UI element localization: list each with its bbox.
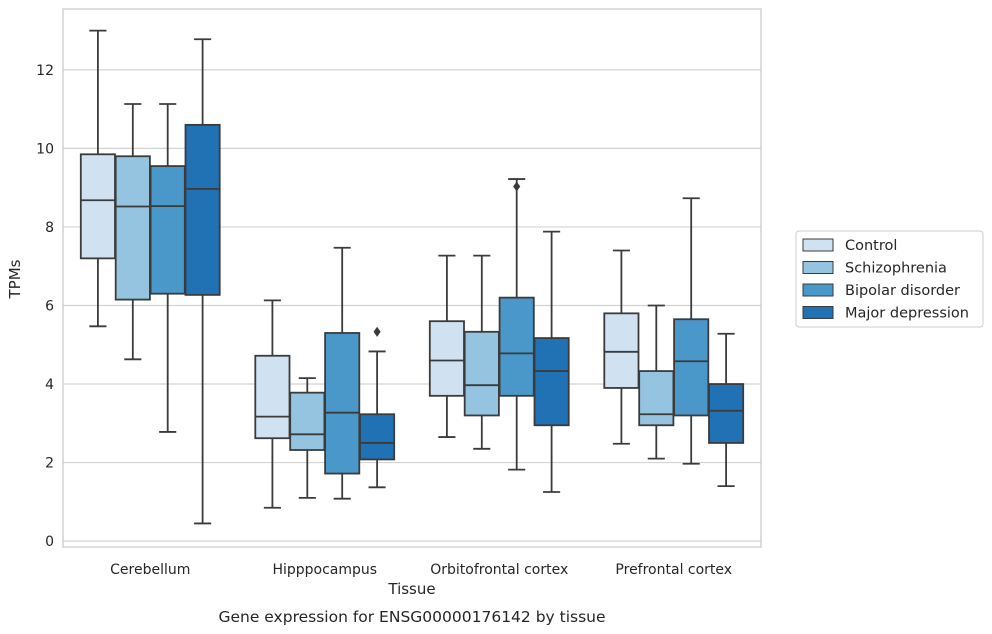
box-group — [603, 249, 640, 445]
outlier-point — [373, 326, 381, 337]
legend-swatch — [802, 283, 834, 297]
y-tick-label: 6 — [45, 298, 54, 314]
box-group — [359, 326, 396, 489]
x-tick-label: Prefrontal cortex — [615, 562, 732, 578]
x-tick-label: Cerebellum — [110, 562, 190, 578]
y-axis-label: TPMs — [6, 259, 24, 299]
box-group — [428, 254, 465, 438]
box-group — [184, 38, 221, 525]
iqr-box — [79, 153, 116, 260]
iqr-box — [638, 370, 675, 427]
legend-entry-label: Bipolar disorder — [845, 283, 960, 299]
y-tick-label: 10 — [36, 141, 54, 157]
iqr-box — [114, 155, 151, 301]
iqr-box — [603, 312, 640, 389]
iqr-box — [184, 123, 221, 296]
box-group — [289, 377, 326, 499]
box-group — [254, 299, 291, 509]
legend: Control Schizophrenia Bipolar disorder Majo… — [795, 230, 984, 328]
plot-marks — [79, 29, 745, 525]
iqr-box — [463, 330, 500, 417]
x-tick-label: Orbitofrontal cortex — [430, 562, 568, 578]
iqr-box — [324, 332, 361, 475]
box-group — [638, 304, 675, 460]
box-group — [498, 178, 535, 471]
iqr-box — [428, 320, 465, 397]
box-group — [114, 103, 151, 361]
legend-frame — [795, 230, 984, 328]
plot-area-frame — [62, 8, 762, 548]
box-group — [533, 230, 570, 493]
x-tick-labels: Cerebellum Hipppocampus Orbitofrontal cort… — [110, 562, 732, 578]
y-tick-label: 12 — [36, 63, 54, 79]
outlier-point — [513, 181, 521, 192]
legend-swatch — [802, 261, 834, 274]
y-tick-label: 8 — [45, 220, 54, 236]
figure-caption: Gene expression for ENSG00000176142 by t… — [218, 608, 605, 626]
box-group — [708, 332, 745, 488]
y-tick-label: 2 — [45, 456, 54, 472]
y-tick-labels: 0 2 4 6 8 10 12 — [36, 63, 54, 550]
iqr-box — [673, 318, 710, 417]
iqr-box — [254, 354, 291, 440]
y-tick-label: 4 — [45, 377, 54, 393]
iqr-box — [359, 413, 396, 461]
box-group — [149, 103, 186, 433]
x-axis-label: Tissue — [387, 580, 435, 598]
box-group — [463, 254, 500, 450]
box-group — [79, 29, 116, 328]
iqr-box — [149, 165, 186, 295]
iqr-box — [708, 383, 745, 444]
legend-swatch — [802, 306, 834, 319]
iqr-box — [498, 296, 535, 397]
legend-entry-label: Schizophrenia — [845, 261, 947, 277]
box-group — [673, 197, 710, 465]
legend-swatch — [802, 238, 834, 252]
y-tick-label: 0 — [45, 534, 54, 550]
box-group — [324, 246, 361, 500]
legend-entry-label: Control — [845, 238, 897, 254]
iqr-box — [289, 391, 326, 451]
legend-entry-label: Major depression — [845, 306, 969, 322]
x-tick-label: Hipppocampus — [272, 562, 377, 578]
iqr-box — [533, 337, 570, 427]
